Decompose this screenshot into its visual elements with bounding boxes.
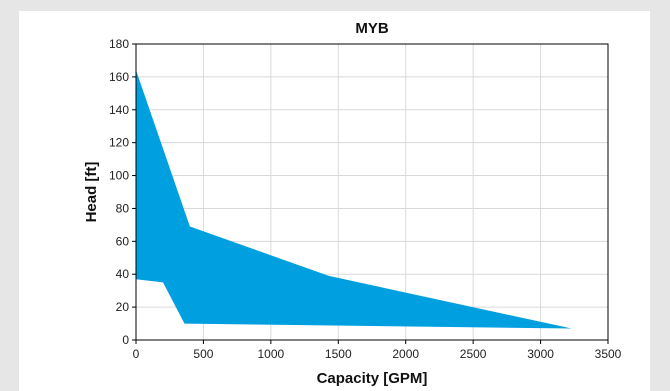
x-tick-label: 3000 (527, 347, 554, 361)
plot-frame (135, 43, 609, 341)
y-tick-label: 140 (109, 103, 129, 117)
y-tick-label: 160 (109, 70, 129, 84)
y-tick-label: 180 (109, 37, 129, 51)
y-axis-title: Head [ft] (83, 162, 100, 223)
y-tick-label: 20 (116, 300, 130, 314)
y-tick-label: 80 (116, 201, 130, 215)
axis-layer (132, 43, 609, 344)
operating-range-area (136, 70, 572, 329)
y-tick-label: 40 (116, 267, 130, 281)
x-tick-label: 2000 (392, 347, 419, 361)
y-tick-label: 0 (122, 333, 129, 347)
x-tick-label: 1500 (325, 347, 352, 361)
x-tick-label: 1000 (258, 347, 285, 361)
x-tick-label: 2500 (460, 347, 487, 361)
y-tick-label: 120 (109, 136, 129, 150)
chart-svg: 0 500 1000 1500 2000 2500 3000 3500 0 20 40 60 80 100… (83, 20, 622, 387)
x-tick-label: 500 (193, 347, 213, 361)
y-tick-label: 60 (116, 234, 130, 248)
x-axis-title: Capacity [GPM] (317, 370, 428, 387)
tick-layer: 0 500 1000 1500 2000 2500 3000 3500 0 20 40 60 80 100… (109, 37, 622, 361)
grid-layer (136, 44, 608, 340)
y-tick-label: 100 (109, 169, 129, 183)
x-tick-label: 0 (133, 347, 140, 361)
x-tick-label: 3500 (595, 347, 622, 361)
series-layer (136, 70, 572, 329)
chart-card: 0 500 1000 1500 2000 2500 3000 3500 0 20 40 60 80 100… (19, 11, 650, 391)
chart-title: MYB (355, 20, 389, 37)
